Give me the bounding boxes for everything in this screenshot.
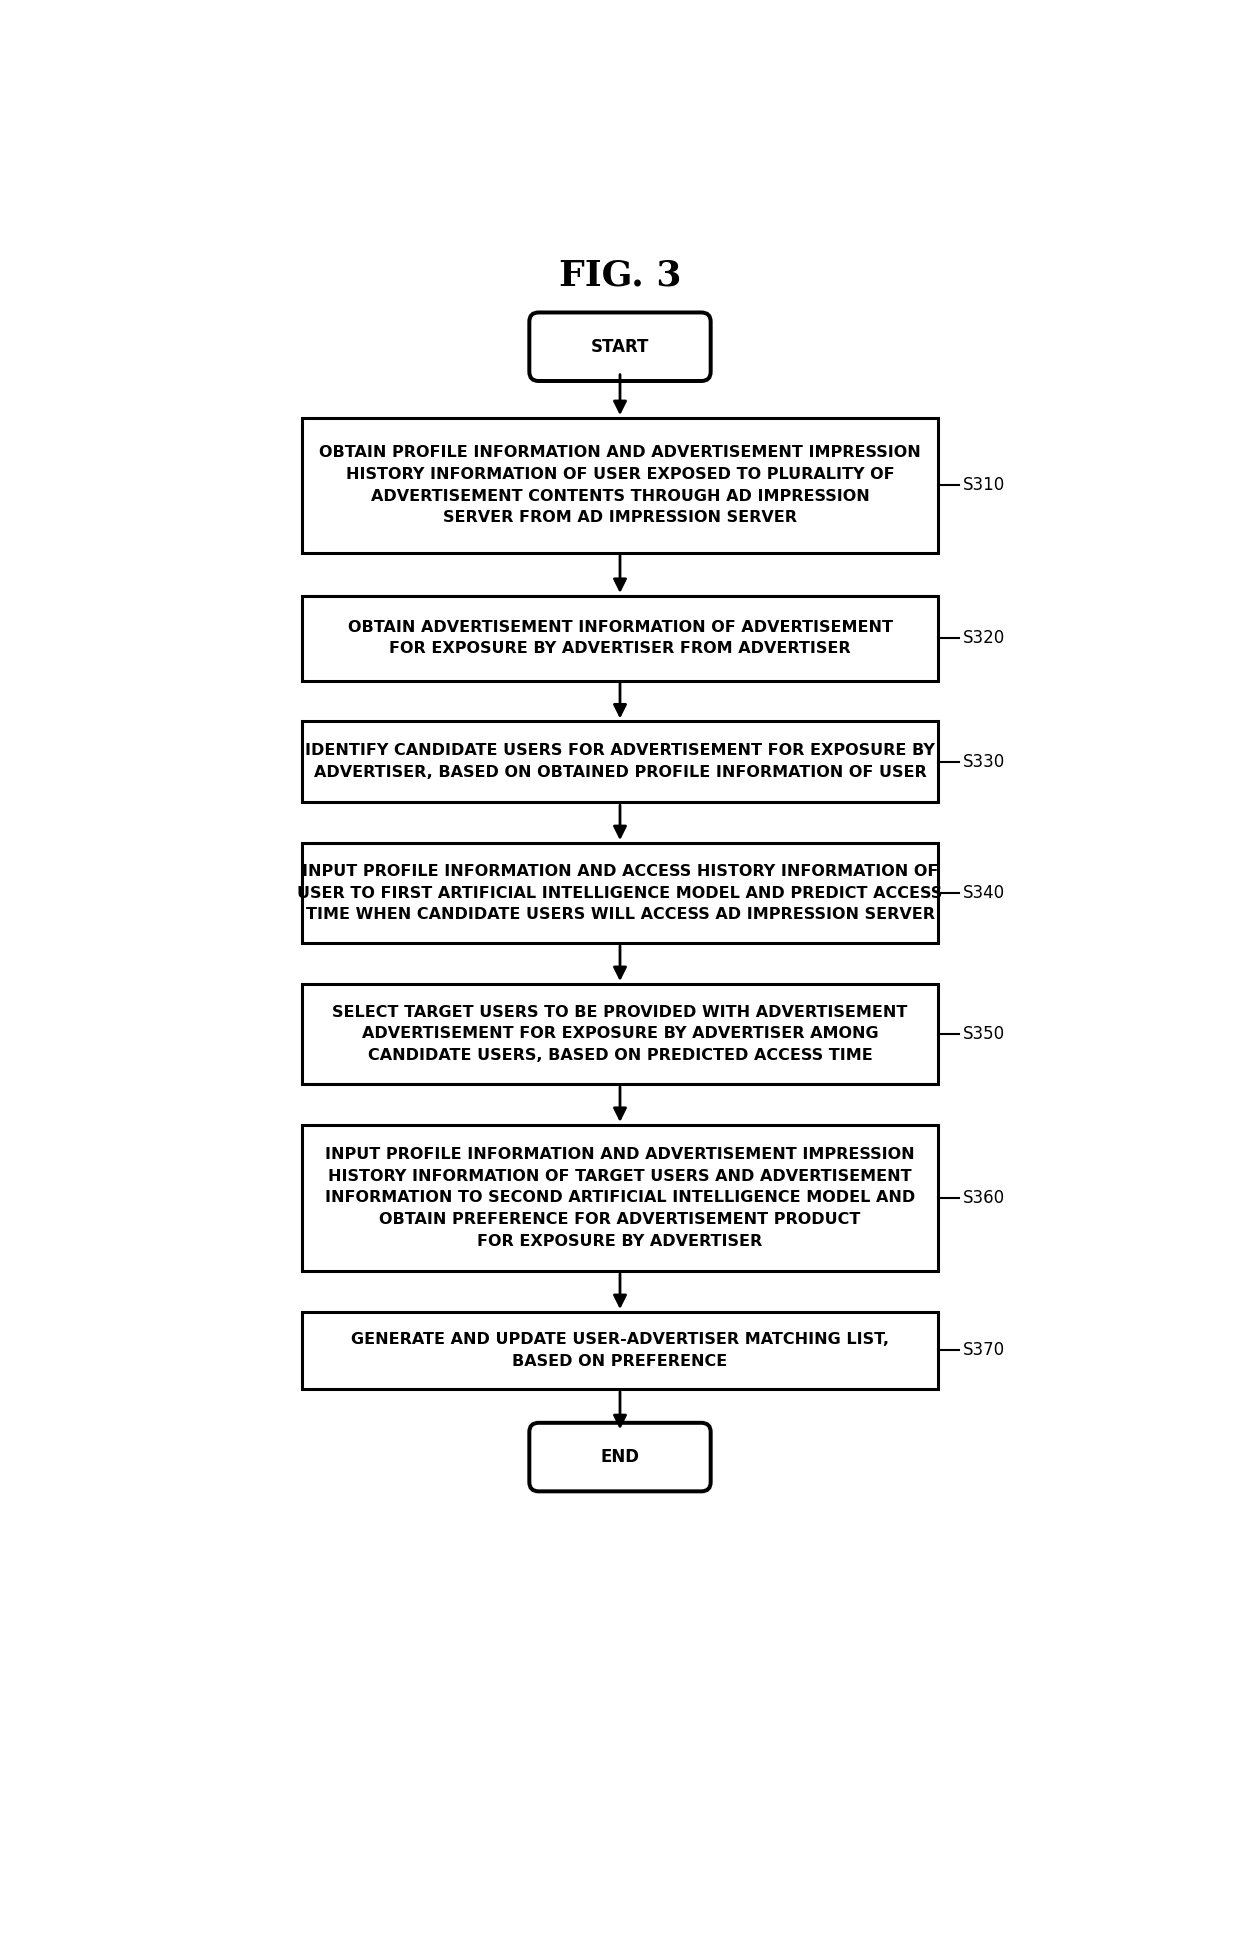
Bar xyxy=(303,1312,937,1389)
Text: S320: S320 xyxy=(963,630,1006,647)
Text: S330: S330 xyxy=(963,752,1006,771)
Text: S360: S360 xyxy=(963,1189,1006,1207)
Text: OBTAIN PROFILE INFORMATION AND ADVERTISEMENT IMPRESSION
HISTORY INFORMATION OF U: OBTAIN PROFILE INFORMATION AND ADVERTISE… xyxy=(319,445,921,525)
Bar xyxy=(303,1125,937,1271)
Bar xyxy=(303,721,937,802)
FancyBboxPatch shape xyxy=(529,313,711,381)
Text: END: END xyxy=(600,1448,640,1467)
FancyBboxPatch shape xyxy=(529,1422,711,1492)
Bar xyxy=(303,418,937,552)
Text: S310: S310 xyxy=(963,476,1006,494)
Text: OBTAIN ADVERTISEMENT INFORMATION OF ADVERTISEMENT
FOR EXPOSURE BY ADVERTISER FRO: OBTAIN ADVERTISEMENT INFORMATION OF ADVE… xyxy=(347,620,893,657)
Text: START: START xyxy=(590,338,650,356)
Bar xyxy=(303,983,937,1084)
Text: S350: S350 xyxy=(963,1026,1006,1043)
Text: IDENTIFY CANDIDATE USERS FOR ADVERTISEMENT FOR EXPOSURE BY
ADVERTISER, BASED ON : IDENTIFY CANDIDATE USERS FOR ADVERTISEME… xyxy=(305,744,935,779)
Text: SELECT TARGET USERS TO BE PROVIDED WITH ADVERTISEMENT
ADVERTISEMENT FOR EXPOSURE: SELECT TARGET USERS TO BE PROVIDED WITH … xyxy=(332,1005,908,1063)
Text: S340: S340 xyxy=(963,884,1006,902)
Bar xyxy=(303,597,937,680)
Text: INPUT PROFILE INFORMATION AND ACCESS HISTORY INFORMATION OF
USER TO FIRST ARTIFI: INPUT PROFILE INFORMATION AND ACCESS HIS… xyxy=(298,865,942,923)
Text: FIG. 3: FIG. 3 xyxy=(559,258,681,293)
Text: S370: S370 xyxy=(963,1341,1006,1360)
Bar xyxy=(303,843,937,942)
Text: INPUT PROFILE INFORMATION AND ADVERTISEMENT IMPRESSION
HISTORY INFORMATION OF TA: INPUT PROFILE INFORMATION AND ADVERTISEM… xyxy=(325,1146,915,1249)
Text: GENERATE AND UPDATE USER-ADVERTISER MATCHING LIST,
BASED ON PREFERENCE: GENERATE AND UPDATE USER-ADVERTISER MATC… xyxy=(351,1333,889,1368)
